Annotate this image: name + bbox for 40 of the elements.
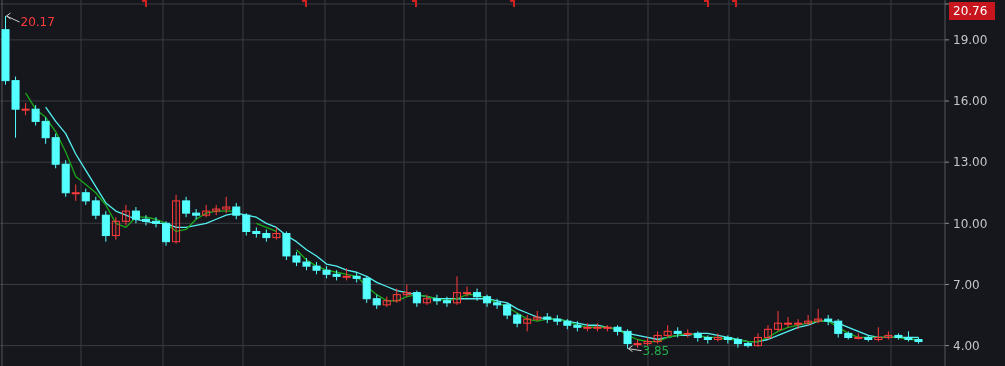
- y-tick-label: 19.00: [953, 33, 988, 48]
- candlestick: [91, 196, 100, 220]
- candlestick: [804, 314, 813, 326]
- candlestick: [733, 336, 742, 349]
- candlestick: [162, 220, 171, 247]
- candlestick: [473, 288, 482, 302]
- candlestick: [111, 216, 120, 241]
- candlestick: [743, 341, 752, 349]
- y-tick-label: 7.00: [953, 277, 980, 292]
- y-tick-label: 16.00: [953, 94, 988, 109]
- candlestick: [432, 294, 441, 306]
- candlestick: [442, 296, 451, 308]
- candlestick: [141, 214, 150, 226]
- y-tick-label: 20.76: [953, 4, 988, 19]
- candlestick: [452, 275, 461, 306]
- y-tick-label: 4.00: [953, 338, 980, 353]
- candlestick: [834, 318, 843, 338]
- candlestick: [493, 298, 502, 310]
- candlestick: [723, 334, 732, 345]
- y-tick-label: 10.00: [953, 216, 988, 231]
- candlestick: [794, 318, 803, 330]
- candlestick: [753, 332, 762, 348]
- candlestick: [774, 310, 783, 332]
- candlestick: [272, 226, 281, 241]
- candlestick: [101, 210, 110, 243]
- candlestick: [763, 324, 773, 340]
- candlestick: [192, 208, 201, 220]
- candlestick: [422, 294, 431, 306]
- candlestick: [121, 204, 130, 226]
- annotation: 20.17: [20, 15, 55, 30]
- candlestick: [182, 196, 191, 218]
- y-tick-label: 13.00: [953, 155, 988, 170]
- candlestick: [151, 216, 161, 228]
- candlestick: [242, 212, 251, 237]
- candlestick: [784, 316, 793, 328]
- candlestick: [172, 194, 181, 245]
- candlestick: [362, 275, 371, 304]
- annotation: 3.85: [642, 343, 670, 358]
- candlestick: [463, 286, 472, 298]
- candlestick: [402, 283, 411, 298]
